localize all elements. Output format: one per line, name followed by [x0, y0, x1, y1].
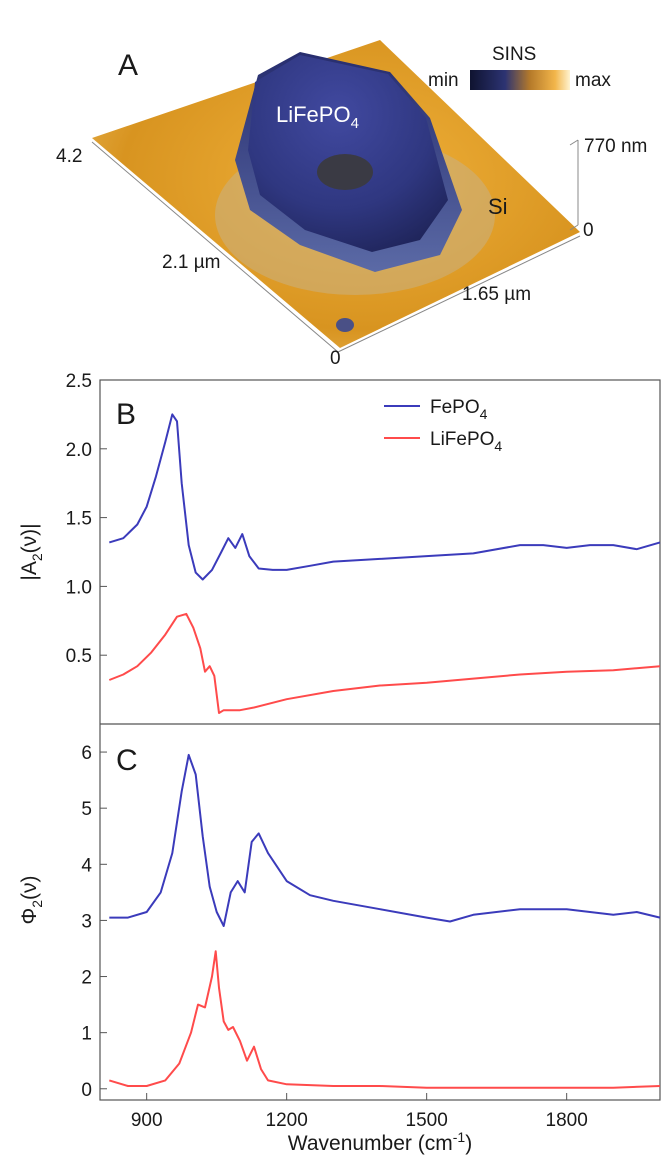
panel-b: B 0.51.01.52.02.5 |A2(ν)| FePO4 LiFePO4 [18, 371, 661, 714]
legend-label-fepo4-text: FePO [430, 397, 480, 418]
origin-label: 0 [330, 348, 341, 369]
panel-b-y-tick-label: 0.5 [66, 646, 92, 667]
x-tick-label: 1500 [406, 1110, 448, 1131]
panel-b-y-tick-label: 2.0 [66, 440, 92, 461]
crystal-pit [317, 154, 373, 190]
panel-b-y-label: |A2(ν)| [18, 523, 45, 580]
panels-bc-frame [99, 379, 661, 1101]
panel-c-series-fepo4-line [109, 753, 661, 927]
panel-c-y-label-sub: 2 [29, 900, 45, 908]
z-axis-zero-label: 0 [583, 220, 594, 241]
legend: FePO4 LiFePO4 [384, 397, 502, 454]
crystal-label-sub: 4 [351, 115, 359, 132]
x-tick-label: 1800 [546, 1110, 588, 1131]
x-axis-label-sup: -1 [453, 1129, 466, 1145]
x-axis-label: Wavenumber (cm-1) [288, 1129, 472, 1155]
panel-c-x-ticks: 900 1200 1500 1800 [131, 1093, 588, 1131]
panel-c-y-tick-label: 5 [81, 799, 92, 820]
panel-c-y-tick-label: 2 [81, 968, 92, 989]
panel-a: A LiFePO4 Si SINS min max 770 nm 0 4.2 2… [56, 40, 647, 369]
legend-label-fepo4-sub: 4 [480, 406, 488, 422]
x-axis-label-tail: ) [465, 1132, 472, 1155]
panel-c-y-tick-label: 4 [81, 855, 92, 876]
substrate-label: Si [488, 194, 508, 219]
right-edge-mid-label: 1.65 µm [462, 284, 531, 305]
panel-c-letter: C [116, 744, 138, 777]
panel-c-series [109, 753, 661, 1089]
crystal-label: LiFePO4 [276, 102, 359, 132]
panel-c-y-label: Φ2(ν) [18, 875, 45, 924]
legend-label-fepo4: FePO4 [430, 397, 488, 422]
panel-c-y-ticks: 0 1 2 3 4 5 6 [81, 743, 107, 1101]
colorbar-min-label: min [428, 70, 459, 91]
panel-c-y-tick-label: 0 [81, 1080, 92, 1101]
x-tick-label: 1200 [266, 1110, 308, 1131]
z-axis-top-label: 770 nm [584, 136, 647, 157]
panel-c-y-tick-label: 1 [81, 1024, 92, 1045]
colorbar-max-label: max [575, 70, 611, 91]
panel-c-y-tick-label: 3 [81, 911, 92, 932]
substrate-particle [336, 318, 354, 332]
legend-label-lifepo4-text: LiFePO [430, 429, 494, 450]
panel-b-letter: B [116, 398, 136, 431]
legend-label-lifepo4: LiFePO4 [430, 429, 502, 454]
panel-b-series [108, 413, 661, 714]
panel-b-y-tick-label: 2.5 [66, 371, 92, 392]
panel-c-y-label-tail: (ν) [18, 875, 41, 900]
panel-c-series-lifepo4-line [109, 950, 661, 1089]
x-tick-label: 900 [131, 1110, 163, 1131]
panel-b-y-ticks: 0.5 1.0 1.5 2.0 2.5 [66, 371, 107, 667]
colorbar-title: SINS [492, 44, 536, 65]
panel-b-series-lifepo4-line [108, 612, 661, 714]
panel-c-y-label-main: Φ [18, 908, 41, 925]
panel-b-y-tick-label: 1.5 [66, 509, 92, 530]
crystal-top [248, 55, 448, 252]
panel-c-y-tick-label: 6 [81, 743, 92, 764]
panel-b-y-label-tail: (ν)| [18, 523, 41, 553]
panel-b-y-label-sub: 2 [29, 553, 45, 561]
legend-label-lifepo4-sub: 4 [494, 438, 502, 454]
left-edge-mid-label: 2.1 µm [162, 252, 220, 273]
colorbar [470, 70, 570, 90]
left-edge-top-label: 4.2 [56, 146, 82, 167]
panel-a-letter: A [118, 49, 138, 82]
panel-b-series-fepo4-line [109, 413, 661, 581]
crystal-label-text: LiFePO [276, 102, 351, 127]
z-axis-tick-bottom [569, 224, 579, 231]
left-edge-axis [91, 141, 339, 353]
panel-b-y-tick-label: 1.0 [66, 577, 92, 598]
right-edge-axis [337, 235, 581, 353]
z-axis-tick-top [569, 139, 579, 146]
x-axis-label-main: Wavenumber (cm [288, 1132, 453, 1155]
panel-b-y-label-main: |A [18, 561, 41, 580]
